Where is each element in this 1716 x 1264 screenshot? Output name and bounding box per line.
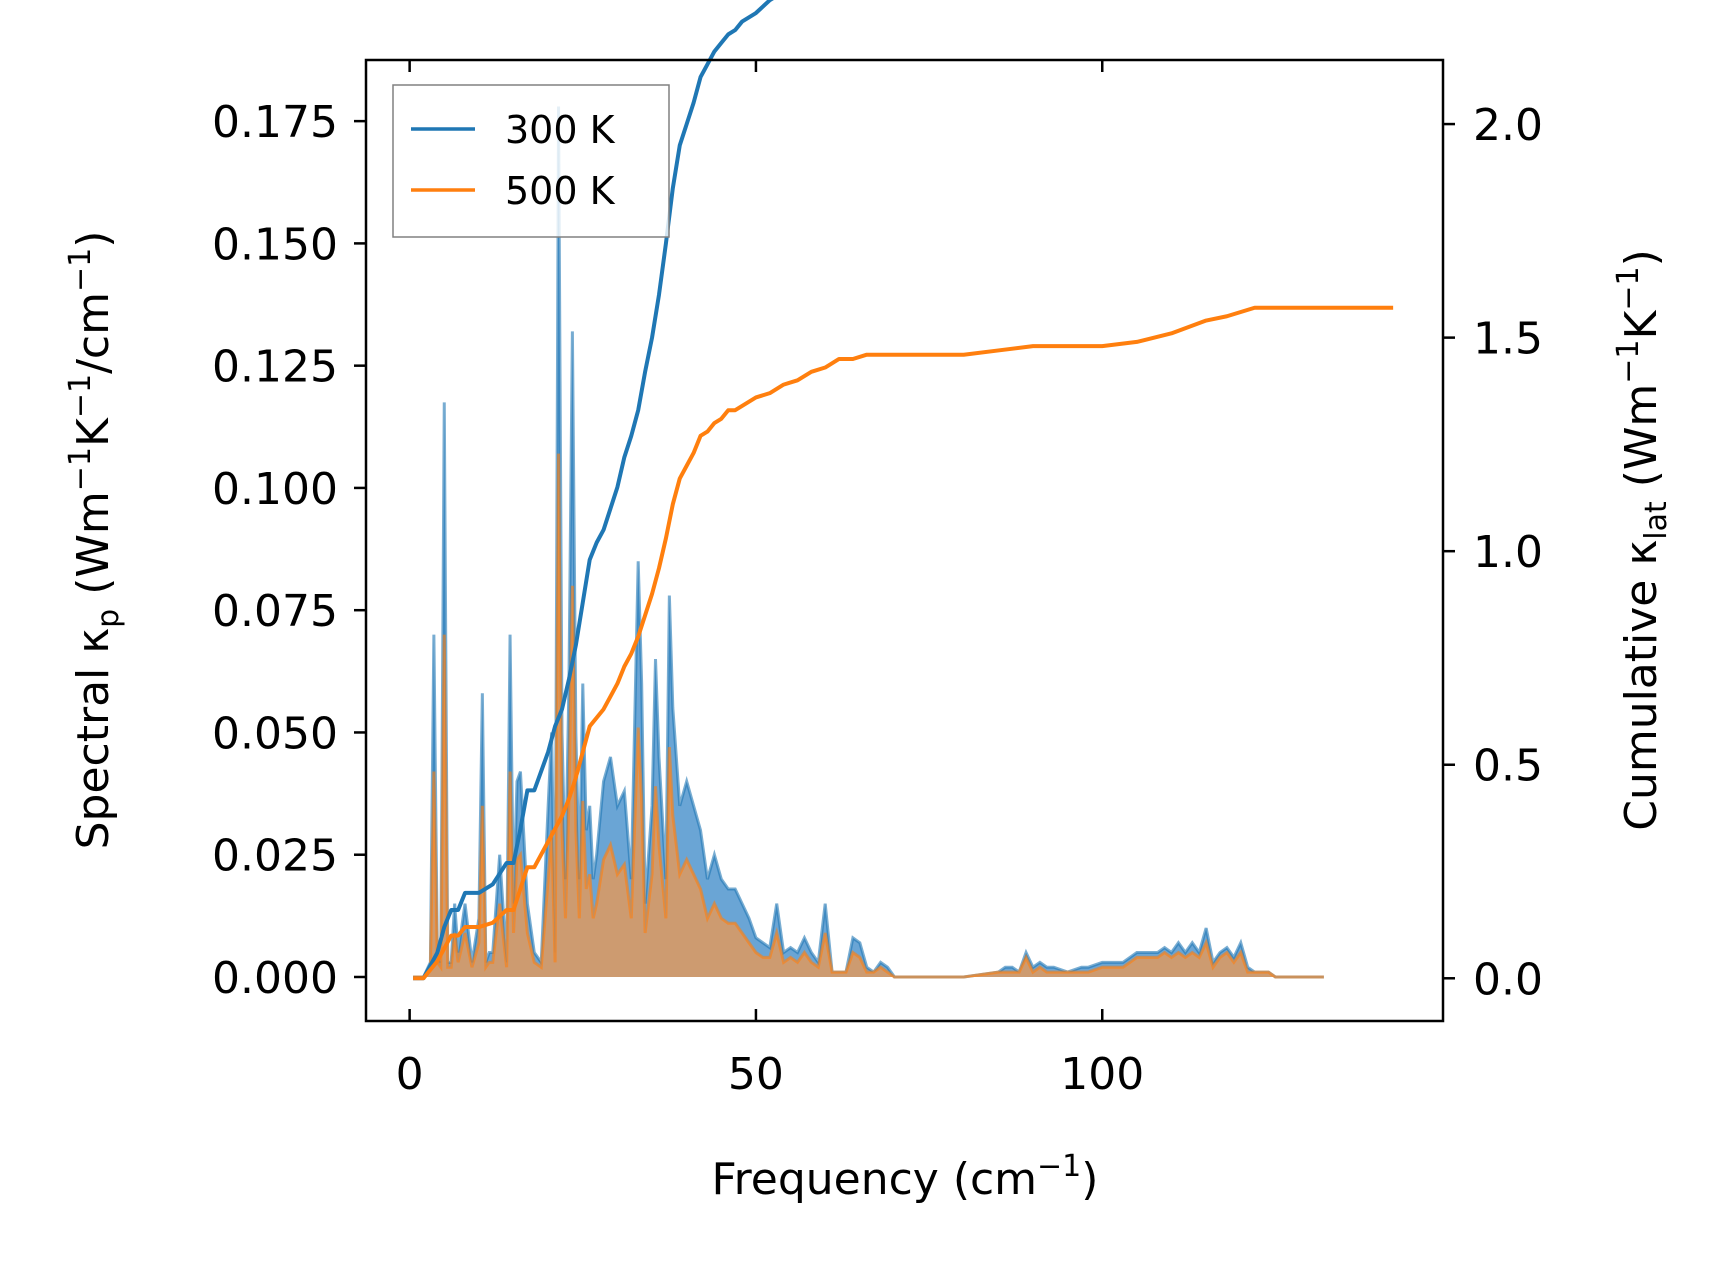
y-left-title-slash: /cm	[68, 292, 119, 374]
cumulative-line-500k	[413, 305, 1394, 981]
cumulative-line-300k	[413, 0, 774, 981]
y-left-tick-label: 0.075	[212, 586, 338, 637]
x-tick-label: 0	[396, 1049, 424, 1100]
y-right-tick-label: 1.0	[1473, 527, 1543, 578]
y-right-title-tail: )	[1616, 249, 1667, 266]
series-line-group	[413, 0, 1394, 981]
legend-box	[392, 84, 670, 238]
y-left-tick-label: 0.150	[212, 219, 338, 270]
y-left-tick-label: 0.125	[212, 342, 338, 393]
y-left-title-mid: (Wm	[68, 491, 119, 609]
y-left-title-sup1: −1	[63, 447, 98, 491]
y-left-tick-label: 0.100	[212, 464, 338, 515]
y-left-tick-label: 0.175	[212, 97, 338, 148]
y-right-tick-label: 1.5	[1473, 314, 1543, 365]
y-right-title-sub: lat	[1639, 501, 1674, 540]
legend-label-500k: 500 K	[505, 169, 616, 213]
y-left-title-tail: )	[68, 231, 119, 248]
y-right-title-base: Cumulative κ	[1616, 540, 1667, 831]
y-right-title-k: K	[1616, 309, 1667, 339]
y-axis-left-title: Spectral κp (Wm−1K−1/cm−1)	[63, 231, 126, 850]
y-left-title-sub: p	[91, 609, 126, 628]
legend: 300 K 500 K	[392, 84, 670, 238]
x-axis-title: Frequency (cm−1)	[712, 1149, 1099, 1205]
x-axis-title-sup: −1	[1037, 1149, 1081, 1184]
plot-frame	[364, 58, 1445, 1023]
tick-group: 0 50 100 0.000 0.025 0.050 0.075 0.100 0.125 0.15…	[212, 60, 1543, 1100]
y-left-tick-label: 0.000	[212, 953, 338, 1004]
x-axis-title-base: Frequency (cm	[712, 1154, 1038, 1205]
x-tick-label: 50	[728, 1049, 784, 1100]
x-axis-title-tail: )	[1081, 1154, 1098, 1205]
x-tick-label: 100	[1060, 1049, 1144, 1100]
y-left-title-k: K	[68, 417, 119, 447]
spectral-area-500k	[413, 453, 1324, 977]
y-left-title-base: Spectral κ	[68, 628, 119, 850]
y-right-title-mid: (Wm	[1616, 384, 1667, 502]
y-axis-right-title: Cumulative κlat (Wm−1K−1)	[1611, 249, 1674, 831]
y-left-title-sup3: −1	[63, 248, 98, 292]
y-right-tick-label: 0.5	[1473, 741, 1543, 792]
y-left-tick-label: 0.050	[212, 708, 338, 759]
y-right-tick-label: 0.0	[1473, 954, 1543, 1005]
y-right-title-sup1: −1	[1611, 339, 1646, 383]
y-left-title-sup2: −1	[63, 374, 98, 418]
y-left-tick-label: 0.025	[212, 831, 338, 882]
y-right-title-sup2: −1	[1611, 266, 1646, 310]
y-right-tick-label: 2.0	[1473, 100, 1543, 151]
legend-label-300k: 300 K	[505, 108, 616, 152]
